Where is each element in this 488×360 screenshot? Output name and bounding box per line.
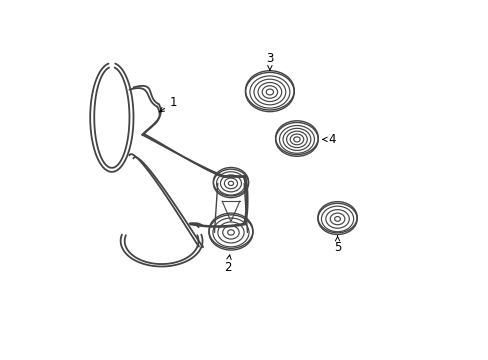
Text: 2: 2 [224,255,231,274]
Text: 1: 1 [160,96,177,112]
Text: 5: 5 [333,236,341,254]
Text: 4: 4 [322,133,336,146]
Text: 3: 3 [265,52,273,71]
